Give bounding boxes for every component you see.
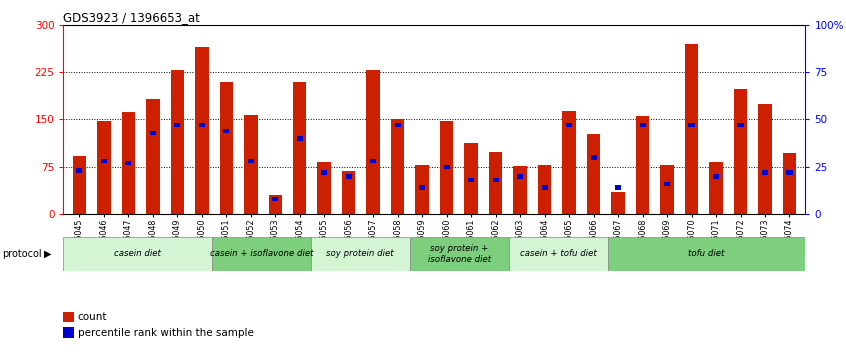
Bar — [297, 136, 303, 141]
Bar — [514, 166, 527, 214]
Text: protocol: protocol — [2, 249, 41, 259]
Bar — [366, 70, 380, 214]
Bar — [661, 165, 673, 214]
Bar — [636, 116, 649, 214]
Bar — [171, 70, 184, 214]
Text: casein diet: casein diet — [114, 250, 161, 258]
Bar — [342, 171, 355, 214]
Bar — [640, 123, 645, 127]
Bar — [587, 134, 601, 214]
Bar — [464, 143, 478, 214]
Bar — [395, 123, 401, 127]
Bar — [409, 237, 508, 271]
Bar — [689, 123, 695, 127]
Bar — [684, 44, 698, 214]
Bar — [310, 237, 409, 271]
Text: tofu diet: tofu diet — [689, 250, 725, 258]
Bar — [517, 174, 523, 178]
Text: soy protein +
isoflavone diet: soy protein + isoflavone diet — [427, 244, 491, 264]
Text: count: count — [78, 312, 107, 322]
Bar — [566, 123, 572, 127]
Bar — [758, 104, 772, 214]
Bar — [146, 99, 160, 214]
Text: percentile rank within the sample: percentile rank within the sample — [78, 328, 254, 338]
Bar — [538, 165, 552, 214]
Bar — [612, 192, 625, 214]
Bar — [223, 129, 229, 133]
Bar — [440, 121, 453, 214]
Bar — [762, 170, 768, 175]
Bar — [244, 115, 257, 214]
Bar — [489, 152, 503, 214]
Bar — [293, 81, 306, 214]
Bar — [541, 185, 547, 190]
Bar — [391, 119, 404, 214]
Bar — [664, 182, 670, 186]
Bar — [783, 153, 796, 214]
Text: casein + tofu diet: casein + tofu diet — [519, 250, 596, 258]
Bar — [76, 169, 82, 173]
Bar — [738, 123, 744, 127]
Bar — [346, 174, 352, 178]
Bar — [174, 123, 180, 127]
Bar — [419, 185, 426, 190]
Bar — [317, 162, 331, 214]
Bar — [212, 237, 310, 271]
Bar — [268, 195, 282, 214]
Text: GDS3923 / 1396653_at: GDS3923 / 1396653_at — [63, 11, 201, 24]
Bar — [787, 170, 793, 175]
Bar — [591, 155, 596, 160]
Bar — [220, 81, 233, 214]
Text: ▶: ▶ — [44, 249, 52, 259]
Bar — [272, 197, 278, 201]
Bar — [122, 112, 135, 214]
Bar — [73, 156, 86, 214]
Bar — [563, 111, 576, 214]
Bar — [371, 159, 376, 163]
Bar — [443, 165, 450, 169]
Bar — [101, 159, 107, 163]
Bar — [607, 237, 805, 271]
Bar — [321, 170, 327, 175]
Text: soy protein diet: soy protein diet — [327, 250, 394, 258]
Bar — [733, 89, 747, 214]
Bar — [713, 174, 719, 178]
Bar — [63, 237, 211, 271]
Text: casein + isoflavone diet: casein + isoflavone diet — [210, 250, 313, 258]
Bar — [709, 162, 722, 214]
Bar — [415, 165, 429, 214]
Bar — [195, 47, 208, 214]
Bar — [492, 178, 498, 182]
Bar — [248, 159, 254, 163]
Bar — [150, 131, 156, 135]
Bar — [468, 178, 474, 182]
Bar — [615, 185, 621, 190]
Bar — [199, 123, 205, 127]
Bar — [508, 237, 607, 271]
Bar — [97, 121, 111, 214]
Bar — [125, 161, 131, 165]
